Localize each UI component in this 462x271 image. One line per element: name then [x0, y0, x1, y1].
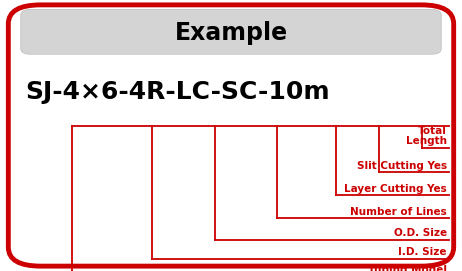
Text: Slit Cutting Yes: Slit Cutting Yes: [357, 161, 447, 171]
Text: I.D. Size: I.D. Size: [398, 247, 447, 257]
FancyBboxPatch shape: [8, 5, 454, 266]
FancyBboxPatch shape: [21, 9, 441, 54]
Text: Total
Length: Total Length: [406, 125, 447, 146]
Text: Number of Lines: Number of Lines: [350, 207, 447, 217]
Text: Layer Cutting Yes: Layer Cutting Yes: [344, 184, 447, 194]
Text: Example: Example: [175, 21, 287, 44]
Text: Tubing Model: Tubing Model: [368, 265, 447, 271]
Text: O.D. Size: O.D. Size: [394, 228, 447, 238]
Text: SJ-4×6-4R-LC-SC-10m: SJ-4×6-4R-LC-SC-10m: [25, 80, 330, 104]
